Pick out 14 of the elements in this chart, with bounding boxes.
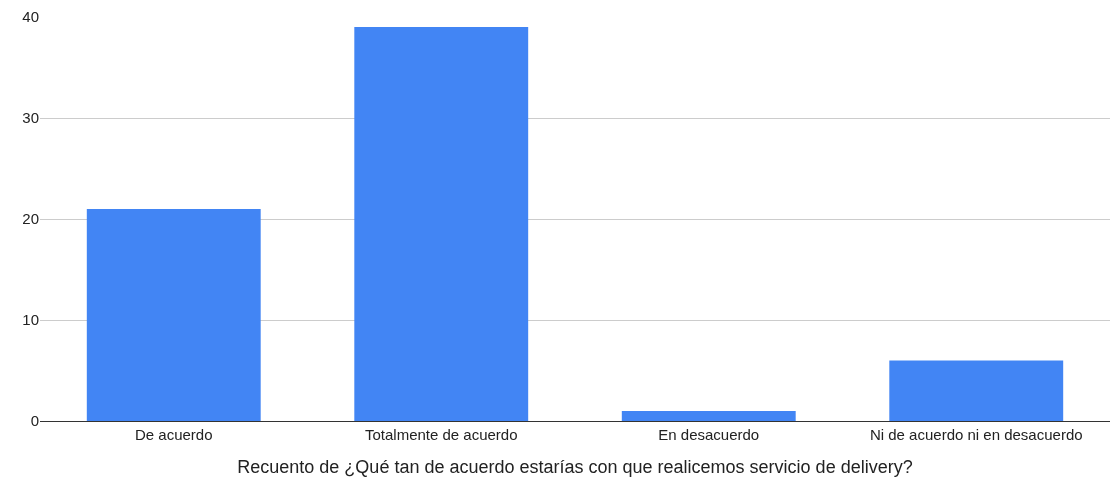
bar bbox=[889, 360, 1064, 421]
x-tick-label: De acuerdo bbox=[134, 426, 213, 443]
x-tick-label: Totalmente de acuerdo bbox=[364, 426, 518, 443]
bar bbox=[354, 27, 529, 421]
y-tick-label: 40 bbox=[22, 8, 39, 26]
bar bbox=[86, 208, 261, 421]
x-axis-title: Recuento de ¿Qué tan de acuerdo estarías con que realicemos servicio de delivery? bbox=[237, 457, 913, 478]
y-tick-label: 0 bbox=[30, 412, 39, 430]
x-tick-label: En desacuerdo bbox=[658, 426, 760, 443]
y-tick-label: 20 bbox=[22, 210, 39, 228]
x-tick-label: Ni de acuerdo ni en desacuerdo bbox=[869, 426, 1083, 443]
y-tick-label: 10 bbox=[22, 311, 39, 329]
bar bbox=[621, 410, 796, 421]
y-tick-label: 30 bbox=[22, 109, 39, 127]
